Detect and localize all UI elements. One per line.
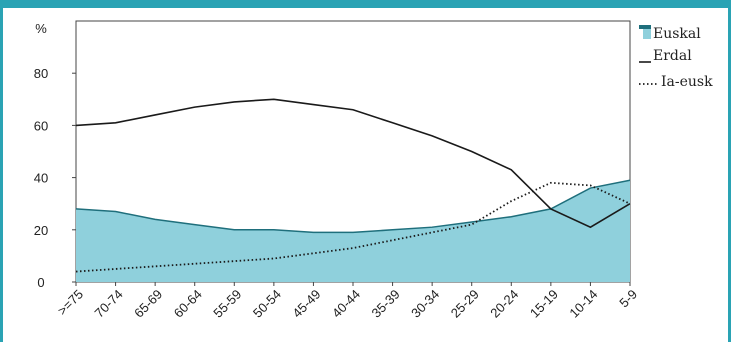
series-edge-euskal bbox=[75, 179, 631, 234]
x-tick-label: 60-64 bbox=[171, 287, 205, 321]
y-tick-label: 80 bbox=[34, 66, 48, 81]
x-tick-label: 15-19 bbox=[527, 287, 561, 321]
x-tick-label: 65-69 bbox=[131, 287, 165, 321]
x-tick-label: 5-9 bbox=[616, 287, 640, 311]
y-tick-label: 20 bbox=[34, 223, 48, 238]
y-unit-label: % bbox=[35, 21, 47, 36]
x-tick-label: 70-74 bbox=[92, 287, 126, 321]
x-tick-label: 30-34 bbox=[408, 287, 442, 321]
x-tick-label: 40-44 bbox=[329, 287, 363, 321]
legend-swatch-euskal-fill bbox=[643, 29, 651, 39]
x-tick-label: 10-14 bbox=[566, 287, 600, 321]
x-tick-label: 55-59 bbox=[210, 287, 244, 321]
legend-label-ia-eusk: Ia-eusk bbox=[661, 74, 713, 90]
x-tick-label: 45-49 bbox=[289, 287, 323, 321]
y-tick-label: 40 bbox=[34, 171, 48, 186]
x-tick-label: 35-39 bbox=[369, 287, 403, 321]
x-tick-label: 20-24 bbox=[487, 287, 521, 321]
legend-label-euskal: Euskal bbox=[653, 26, 701, 42]
x-tick-label: >=75 bbox=[55, 287, 87, 319]
x-tick-label: 50-54 bbox=[250, 287, 284, 321]
x-tick-label: 25-29 bbox=[448, 287, 482, 321]
legend-label-erdal: Erdal bbox=[653, 48, 692, 64]
series-area-euskal bbox=[76, 180, 630, 282]
title-bar bbox=[3, 0, 728, 8]
y-tick-label: 60 bbox=[34, 118, 48, 133]
y-tick-label: 0 bbox=[37, 275, 44, 290]
series-line-erdal bbox=[75, 98, 631, 229]
series-line-ia-eusk bbox=[75, 181, 631, 273]
